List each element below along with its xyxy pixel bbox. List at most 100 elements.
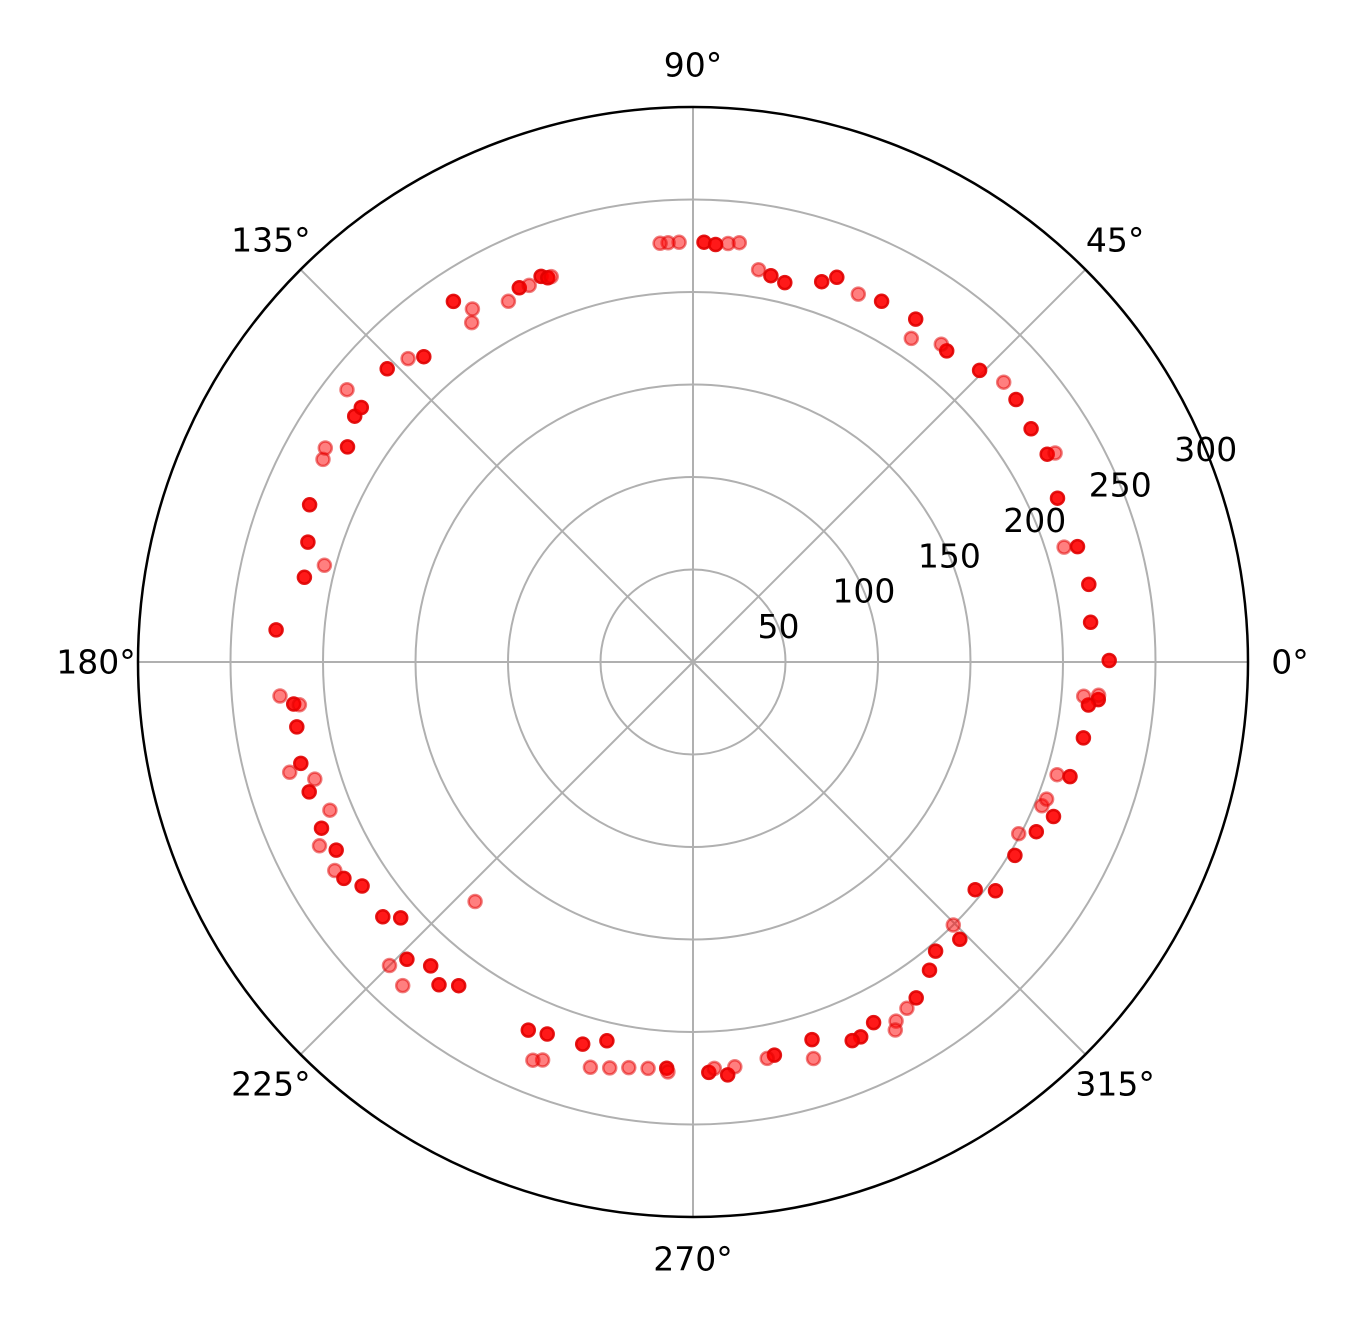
scatter-point bbox=[887, 1022, 904, 1038]
scatter-point bbox=[353, 399, 370, 416]
scatter-point bbox=[1049, 766, 1065, 783]
scatter-point bbox=[731, 234, 748, 251]
scatter-point bbox=[381, 957, 398, 974]
scatter-point bbox=[296, 569, 313, 586]
scatter-point bbox=[844, 1032, 860, 1049]
scatter-point bbox=[971, 362, 988, 379]
scatter-point bbox=[463, 314, 480, 331]
scatter-point bbox=[967, 881, 983, 898]
scatter-point bbox=[707, 236, 724, 253]
scatter-point bbox=[1008, 391, 1024, 408]
polar-frame bbox=[136, 105, 1250, 1219]
scatter-point bbox=[291, 697, 308, 713]
theta-tick-label: 180° bbox=[56, 643, 136, 682]
scatter-point bbox=[1090, 687, 1107, 704]
scatter-point bbox=[543, 268, 559, 285]
scatter-point bbox=[660, 1064, 676, 1080]
scatter-point bbox=[582, 1059, 599, 1076]
scatter-point bbox=[1075, 688, 1092, 704]
scatter-point bbox=[500, 293, 517, 310]
scatter-point bbox=[1045, 808, 1062, 825]
theta-tick-label: 135° bbox=[231, 220, 311, 259]
scatter-point bbox=[520, 1022, 537, 1038]
scatter-point bbox=[313, 820, 330, 836]
r-gridline bbox=[322, 291, 1064, 1033]
scatter-point bbox=[652, 235, 668, 252]
scatter-point bbox=[850, 286, 867, 302]
scatter-point bbox=[865, 1014, 882, 1031]
scatter-point bbox=[431, 977, 447, 993]
scatter-point bbox=[987, 883, 1004, 899]
scatter-point bbox=[422, 958, 439, 974]
r-gridline bbox=[414, 383, 972, 941]
scatter-point bbox=[301, 784, 317, 800]
scatter-point bbox=[706, 1060, 723, 1077]
scatter-point bbox=[268, 622, 284, 638]
scatter-point bbox=[1047, 445, 1063, 461]
scatter-point bbox=[908, 990, 924, 1006]
scatter-point bbox=[952, 931, 968, 948]
r-gridline bbox=[229, 198, 1157, 1126]
scatter-point bbox=[640, 1060, 656, 1077]
scatter-point bbox=[1101, 652, 1117, 669]
scatter-point bbox=[804, 1031, 820, 1048]
theta-tick-label: 315° bbox=[1075, 1065, 1155, 1104]
r-tick-label: 300 bbox=[1174, 430, 1237, 469]
scatter-point bbox=[805, 1050, 822, 1067]
scatter-point bbox=[601, 1060, 618, 1076]
scatter-point bbox=[354, 878, 370, 894]
tick-labels: 0° 45° 90° 135° 180° 225° 270° 315° 50 100 150 200 2… bbox=[56, 46, 1309, 1279]
scatter-point bbox=[763, 267, 779, 284]
r-tick-label: 100 bbox=[832, 572, 895, 611]
scatter-point bbox=[399, 951, 415, 968]
scatter-point bbox=[327, 862, 343, 879]
scatter-point bbox=[1056, 539, 1072, 555]
scatter-point bbox=[521, 277, 537, 294]
scatter-point bbox=[289, 719, 305, 735]
scatter-points bbox=[268, 234, 1117, 1083]
scatter-point bbox=[945, 917, 962, 933]
scatter-point bbox=[1049, 490, 1066, 506]
scatter-point bbox=[539, 1026, 555, 1042]
scatter-point bbox=[1081, 576, 1097, 593]
scatter-point bbox=[416, 348, 432, 365]
scatter-point bbox=[1007, 847, 1023, 864]
scatter-point bbox=[293, 755, 309, 772]
scatter-point bbox=[394, 977, 411, 994]
scatter-point bbox=[777, 274, 793, 291]
scatter-point bbox=[311, 838, 328, 854]
scatter-point bbox=[316, 557, 333, 574]
scatter-point bbox=[1010, 825, 1027, 842]
scatter-point bbox=[621, 1059, 637, 1076]
scatter-point bbox=[873, 293, 890, 310]
r-tick-label: 250 bbox=[1089, 466, 1152, 505]
theta-tick-label: 225° bbox=[231, 1065, 311, 1104]
scatter-point bbox=[450, 977, 467, 994]
r-gridline bbox=[599, 568, 787, 756]
scatter-point bbox=[1075, 730, 1092, 746]
scatter-point bbox=[445, 293, 462, 310]
theta-tick-label: 270° bbox=[653, 1240, 733, 1279]
theta-tick-label: 0° bbox=[1271, 643, 1309, 682]
scatter-point bbox=[525, 1052, 541, 1068]
scatter-point bbox=[301, 497, 318, 513]
scatter-point bbox=[281, 764, 298, 781]
scatter-point bbox=[907, 311, 924, 327]
scatter-point bbox=[307, 771, 323, 787]
scatter-point bbox=[927, 943, 944, 959]
scatter-point bbox=[379, 361, 395, 377]
scatter-point bbox=[813, 273, 830, 290]
r-gridline bbox=[507, 476, 879, 848]
scatter-point bbox=[392, 910, 409, 926]
scatter-point bbox=[995, 374, 1012, 390]
scatter-point bbox=[464, 301, 481, 317]
r-tick-label: 150 bbox=[918, 536, 981, 575]
polar-frame-circle bbox=[136, 105, 1250, 1219]
scatter-point bbox=[375, 909, 391, 925]
scatter-point bbox=[599, 1033, 615, 1049]
r-tick-label: 50 bbox=[758, 607, 800, 646]
scatter-point bbox=[1069, 538, 1086, 555]
scatter-point bbox=[903, 330, 920, 347]
scatter-point bbox=[272, 688, 288, 704]
